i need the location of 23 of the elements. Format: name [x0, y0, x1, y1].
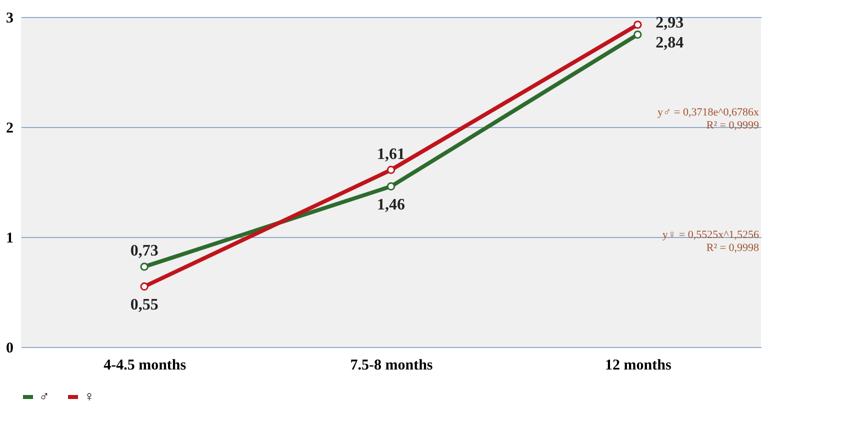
y-tick-label: 3 — [6, 10, 14, 26]
data-label: 2,84 — [656, 34, 684, 52]
x-tick-label: 7.5-8 months — [350, 358, 433, 374]
annotation: y♀ = 0,5525x^1,5256 R² = 0,9998 — [662, 228, 760, 254]
x-tick-label: 4-4.5 months — [104, 358, 186, 374]
annotation: y♂ = 0,3718e^0,6786x R² = 0,9999 — [658, 106, 760, 132]
y-tick-label: 0 — [6, 340, 14, 356]
legend-label: ♀ — [84, 390, 94, 405]
point — [140, 262, 148, 271]
point — [634, 20, 642, 29]
point — [140, 282, 148, 291]
point — [386, 166, 396, 174]
data-label: 1,46 — [377, 196, 405, 214]
data-label: 0,73 — [130, 242, 158, 260]
x-tick-label: 12 months — [605, 358, 672, 374]
data-label: 0,55 — [130, 296, 158, 314]
y-tick-label: 1 — [6, 230, 14, 246]
y-tick-label: 2 — [6, 120, 14, 136]
point — [634, 30, 642, 39]
legend-label: ♂ — [39, 390, 50, 405]
data-label: 1,61 — [377, 146, 405, 163]
data-label: 2,93 — [656, 14, 684, 32]
point — [386, 182, 396, 190]
